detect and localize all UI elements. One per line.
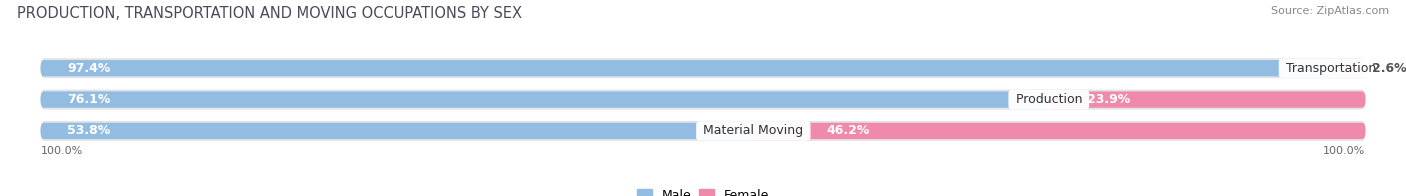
FancyBboxPatch shape bbox=[1049, 91, 1365, 108]
FancyBboxPatch shape bbox=[754, 123, 1365, 139]
Text: 23.9%: 23.9% bbox=[1087, 93, 1130, 106]
FancyBboxPatch shape bbox=[41, 121, 1365, 141]
Text: Source: ZipAtlas.com: Source: ZipAtlas.com bbox=[1271, 6, 1389, 16]
Text: 76.1%: 76.1% bbox=[67, 93, 111, 106]
Text: 46.2%: 46.2% bbox=[827, 124, 870, 137]
Text: 2.6%: 2.6% bbox=[1372, 62, 1406, 75]
FancyBboxPatch shape bbox=[41, 58, 1365, 78]
Text: Production: Production bbox=[1011, 93, 1085, 106]
Text: Material Moving: Material Moving bbox=[699, 124, 807, 137]
Text: PRODUCTION, TRANSPORTATION AND MOVING OCCUPATIONS BY SEX: PRODUCTION, TRANSPORTATION AND MOVING OC… bbox=[17, 6, 522, 21]
FancyBboxPatch shape bbox=[41, 91, 1049, 108]
Text: 97.4%: 97.4% bbox=[67, 62, 111, 75]
Legend: Male, Female: Male, Female bbox=[631, 184, 775, 196]
FancyBboxPatch shape bbox=[41, 90, 1365, 110]
Text: 100.0%: 100.0% bbox=[41, 146, 83, 156]
FancyBboxPatch shape bbox=[41, 60, 1331, 76]
Text: 53.8%: 53.8% bbox=[67, 124, 110, 137]
FancyBboxPatch shape bbox=[41, 123, 754, 139]
Text: 100.0%: 100.0% bbox=[1323, 146, 1365, 156]
Text: Transportation: Transportation bbox=[1282, 62, 1381, 75]
FancyBboxPatch shape bbox=[1331, 60, 1365, 76]
